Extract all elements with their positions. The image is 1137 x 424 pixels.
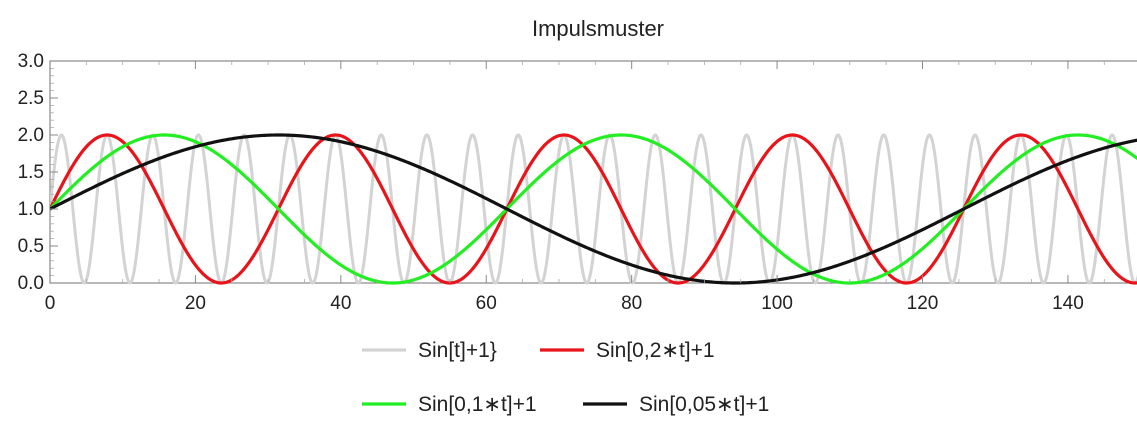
series-line-4 bbox=[50, 133, 1137, 285]
legend-label: Sin[0,05∗t]+1 bbox=[639, 393, 769, 416]
y-tick-label: 3.0 bbox=[18, 51, 44, 72]
legend-item-3: Sin[0,1∗t]+1 bbox=[362, 393, 537, 416]
legend-item-4: Sin[0,05∗t]+1 bbox=[583, 393, 769, 416]
y-tick-label: 2.0 bbox=[18, 125, 44, 146]
x-tick-label: 60 bbox=[476, 293, 497, 314]
y-tick-label: 0.5 bbox=[18, 236, 44, 257]
series-layer bbox=[50, 133, 1137, 285]
x-tick-label: 40 bbox=[330, 293, 351, 314]
x-tick-label: 0 bbox=[45, 293, 56, 314]
x-tick-label: 100 bbox=[761, 293, 793, 314]
y-tick-label: 1.0 bbox=[18, 199, 44, 220]
legend-item-1: Sin[t]+1} bbox=[362, 339, 497, 362]
legend-label: Sin[0,2∗t]+1 bbox=[596, 339, 715, 362]
y-tick-label: 1.5 bbox=[18, 162, 44, 183]
chart-title: Impulsmuster bbox=[532, 16, 664, 41]
y-axis-ticks: 0.0 0.5 1.0 1.5 2.0 2.5 3.0 bbox=[18, 51, 58, 294]
x-tick-label: 20 bbox=[185, 293, 206, 314]
legend-label: Sin[0,1∗t]+1 bbox=[418, 393, 537, 416]
x-tick-label: 120 bbox=[907, 293, 939, 314]
legend-item-2: Sin[0,2∗t]+1 bbox=[540, 339, 715, 362]
y-tick-label: 0.0 bbox=[18, 273, 44, 294]
series-line-3 bbox=[50, 133, 1137, 285]
y-tick-label: 2.5 bbox=[18, 88, 44, 109]
x-axis-ticks: 0 20 40 60 80 100 120 140 bbox=[45, 61, 1105, 314]
x-tick-label: 140 bbox=[1052, 293, 1084, 314]
legend-label: Sin[t]+1} bbox=[418, 339, 497, 362]
legend: Sin[t]+1} Sin[0,2∗t]+1 Sin[0,1∗t]+1 Sin[0,0… bbox=[362, 339, 769, 416]
x-tick-label: 80 bbox=[621, 293, 642, 314]
series-line-1 bbox=[50, 133, 1137, 285]
